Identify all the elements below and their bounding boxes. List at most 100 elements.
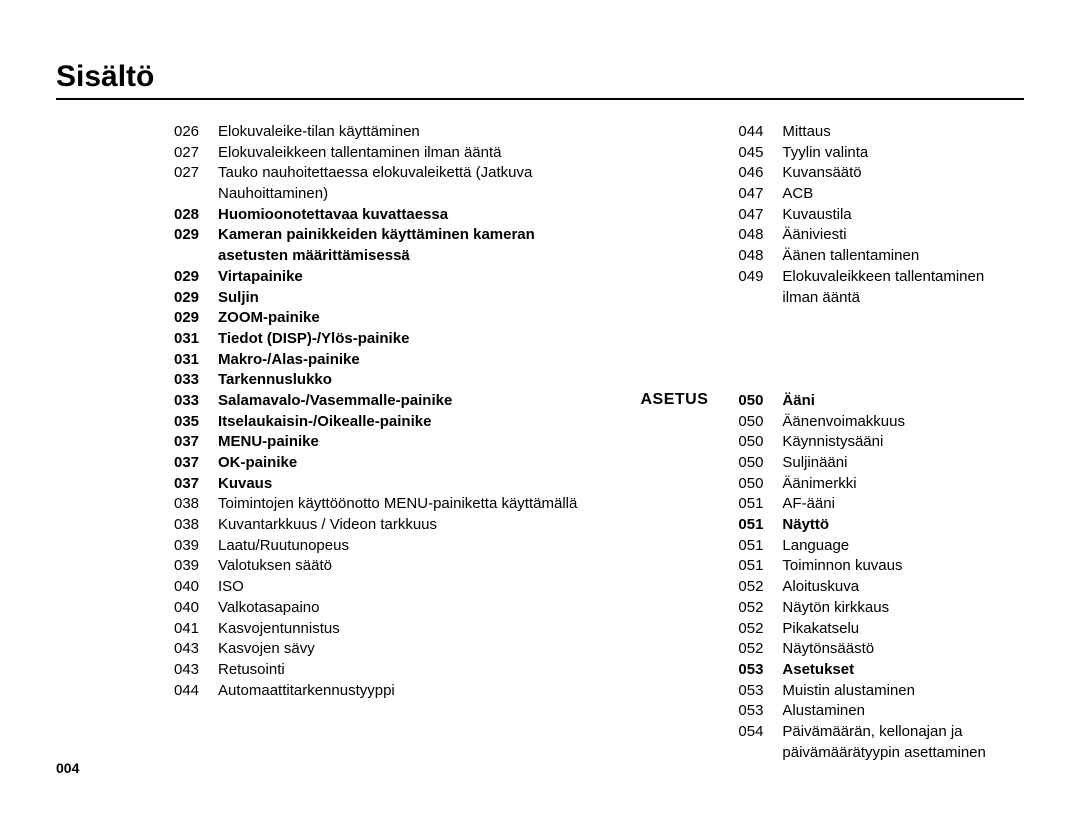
toc-page-ref: 040	[174, 577, 218, 598]
toc-entry: 054Päivämäärän, kellonajan ja päivämäärä…	[738, 722, 1024, 763]
toc-page-ref: 046	[738, 163, 782, 184]
toc-page: Sisältö 026Elokuvaleike-tilan käyttämine…	[0, 0, 1080, 783]
toc-page-ref: 052	[738, 619, 782, 640]
toc-entry-text: Salamavalo-/Vasemmalle-painike	[218, 391, 598, 412]
toc-page-ref: 041	[174, 619, 218, 640]
toc-entry: 050Äänimerkki	[738, 474, 1024, 495]
toc-entry-text: Äänen tallentaminen	[782, 246, 1024, 267]
toc-entry: 038Toimintojen käyttöönotto MENU-painike…	[174, 494, 598, 515]
toc-entry-text: Kuvaustila	[782, 205, 1024, 226]
toc-page-ref: 037	[174, 474, 218, 495]
toc-entry-text: Valkotasapaino	[218, 598, 598, 619]
toc-entry-text: Mittaus	[782, 122, 1024, 143]
toc-page-ref: 029	[174, 308, 218, 329]
toc-entry-text: MENU-painike	[218, 432, 598, 453]
toc-page-ref: 052	[738, 639, 782, 660]
toc-page-ref: 037	[174, 453, 218, 474]
toc-page-ref: 031	[174, 350, 218, 371]
toc-entry-text: Tyylin valinta	[782, 143, 1024, 164]
toc-entry: 049Elokuvaleikkeen tallentaminen ilman ä…	[738, 267, 1024, 308]
toc-entry-text: Ääniviesti	[782, 225, 1024, 246]
toc-entry-text: Elokuvaleikkeen tallentaminen ilman äänt…	[218, 143, 598, 164]
toc-right-top: 044Mittaus045Tyylin valinta046Kuvansäätö…	[738, 122, 1024, 308]
toc-page-ref: 029	[174, 288, 218, 309]
toc-page-ref: 048	[738, 225, 782, 246]
toc-entry-text: Automaattitarkennustyyppi	[218, 681, 598, 702]
toc-entry: 044Automaattitarkennustyyppi	[174, 681, 598, 702]
toc-entry: 039Valotuksen säätö	[174, 556, 598, 577]
toc-entry-text: ACB	[782, 184, 1024, 205]
toc-entry: 050Suljinääni	[738, 453, 1024, 474]
toc-entry-text: Aloituskuva	[782, 577, 1024, 598]
toc-page-ref: 052	[738, 598, 782, 619]
toc-entry: 044Mittaus	[738, 122, 1024, 143]
toc-page-ref: 044	[738, 122, 782, 143]
toc-entry-text: Näytönsäästö	[782, 639, 1024, 660]
toc-entry-text: Suljin	[218, 288, 598, 309]
toc-entry: 052Aloituskuva	[738, 577, 1024, 598]
toc-entry-text: Virtapainike	[218, 267, 598, 288]
toc-entry: 051Toiminnon kuvaus	[738, 556, 1024, 577]
toc-columns: 026Elokuvaleike-tilan käyttäminen027Elok…	[56, 122, 1024, 763]
toc-page-ref: 043	[174, 639, 218, 660]
toc-entry: 046Kuvansäätö	[738, 163, 1024, 184]
toc-page-ref: 044	[174, 681, 218, 702]
toc-page-ref: 035	[174, 412, 218, 433]
toc-entry-text: Äänenvoimakkuus	[782, 412, 1024, 433]
toc-page-ref: 039	[174, 536, 218, 557]
toc-entry-text: Suljinääni	[782, 453, 1024, 474]
toc-entry: 029Kameran painikkeiden käyttäminen kame…	[174, 225, 598, 266]
toc-entry-text: Äänimerkki	[782, 474, 1024, 495]
toc-entry: 040Valkotasapaino	[174, 598, 598, 619]
toc-entry-text: Kameran painikkeiden käyttäminen kameran…	[218, 225, 598, 266]
toc-entry: 033Salamavalo-/Vasemmalle-painike	[174, 391, 598, 412]
toc-entry-text: Muistin alustaminen	[782, 681, 1024, 702]
toc-page-ref: 026	[174, 122, 218, 143]
toc-right-bottom: 050Ääni050Äänenvoimakkuus050Käynnistysää…	[738, 391, 1024, 763]
toc-page-ref: 048	[738, 246, 782, 267]
toc-right-column: 044Mittaus045Tyylin valinta046Kuvansäätö…	[738, 122, 1024, 763]
toc-entry: 043Retusointi	[174, 660, 598, 681]
toc-page-ref: 051	[738, 536, 782, 557]
toc-page-ref: 052	[738, 577, 782, 598]
toc-entry: 050Äänenvoimakkuus	[738, 412, 1024, 433]
toc-entry: 051Language	[738, 536, 1024, 557]
toc-page-ref: 050	[738, 412, 782, 433]
toc-entry-text: Ääni	[782, 391, 1024, 412]
toc-entry: 026Elokuvaleike-tilan käyttäminen	[174, 122, 598, 143]
toc-page-ref: 050	[738, 432, 782, 453]
toc-entry-text: Kuvansäätö	[782, 163, 1024, 184]
toc-entry: 047Kuvaustila	[738, 205, 1024, 226]
toc-entry-text: AF-ääni	[782, 494, 1024, 515]
toc-entry: 052Näytön kirkkaus	[738, 598, 1024, 619]
toc-entry-text: Tauko nauhoitettaessa elokuvaleikettä (J…	[218, 163, 598, 204]
toc-entry: 029Virtapainike	[174, 267, 598, 288]
toc-page-ref: 047	[738, 205, 782, 226]
toc-entry-text: Retusointi	[218, 660, 598, 681]
toc-page-ref: 033	[174, 370, 218, 391]
toc-entry-text: Elokuvaleikkeen tallentaminen ilman äänt…	[782, 267, 1024, 308]
toc-entry-text: Huomioonotettavaa kuvattaessa	[218, 205, 598, 226]
toc-entry-text: Kuvaus	[218, 474, 598, 495]
toc-page-ref: 053	[738, 681, 782, 702]
page-number: 004	[56, 760, 79, 776]
toc-entry: 037Kuvaus	[174, 474, 598, 495]
toc-entry-text: OK-painike	[218, 453, 598, 474]
toc-entry: 027Tauko nauhoitettaessa elokuvaleikettä…	[174, 163, 598, 204]
toc-entry: 052Pikakatselu	[738, 619, 1024, 640]
toc-entry: 038Kuvantarkkuus / Videon tarkkuus	[174, 515, 598, 536]
toc-entry: 048Ääniviesti	[738, 225, 1024, 246]
toc-entry-text: Language	[782, 536, 1024, 557]
toc-page-ref: 051	[738, 494, 782, 515]
toc-entry: 037MENU-painike	[174, 432, 598, 453]
toc-entry: 037OK-painike	[174, 453, 598, 474]
toc-entry-text: Alustaminen	[782, 701, 1024, 722]
toc-entry-text: ISO	[218, 577, 598, 598]
toc-page-ref: 039	[174, 556, 218, 577]
toc-entry: 053Alustaminen	[738, 701, 1024, 722]
toc-entry: 051Näyttö	[738, 515, 1024, 536]
toc-page-ref: 054	[738, 722, 782, 763]
toc-entry-text: Kasvojentunnistus	[218, 619, 598, 640]
toc-entry: 048Äänen tallentaminen	[738, 246, 1024, 267]
toc-entry: 041Kasvojentunnistus	[174, 619, 598, 640]
